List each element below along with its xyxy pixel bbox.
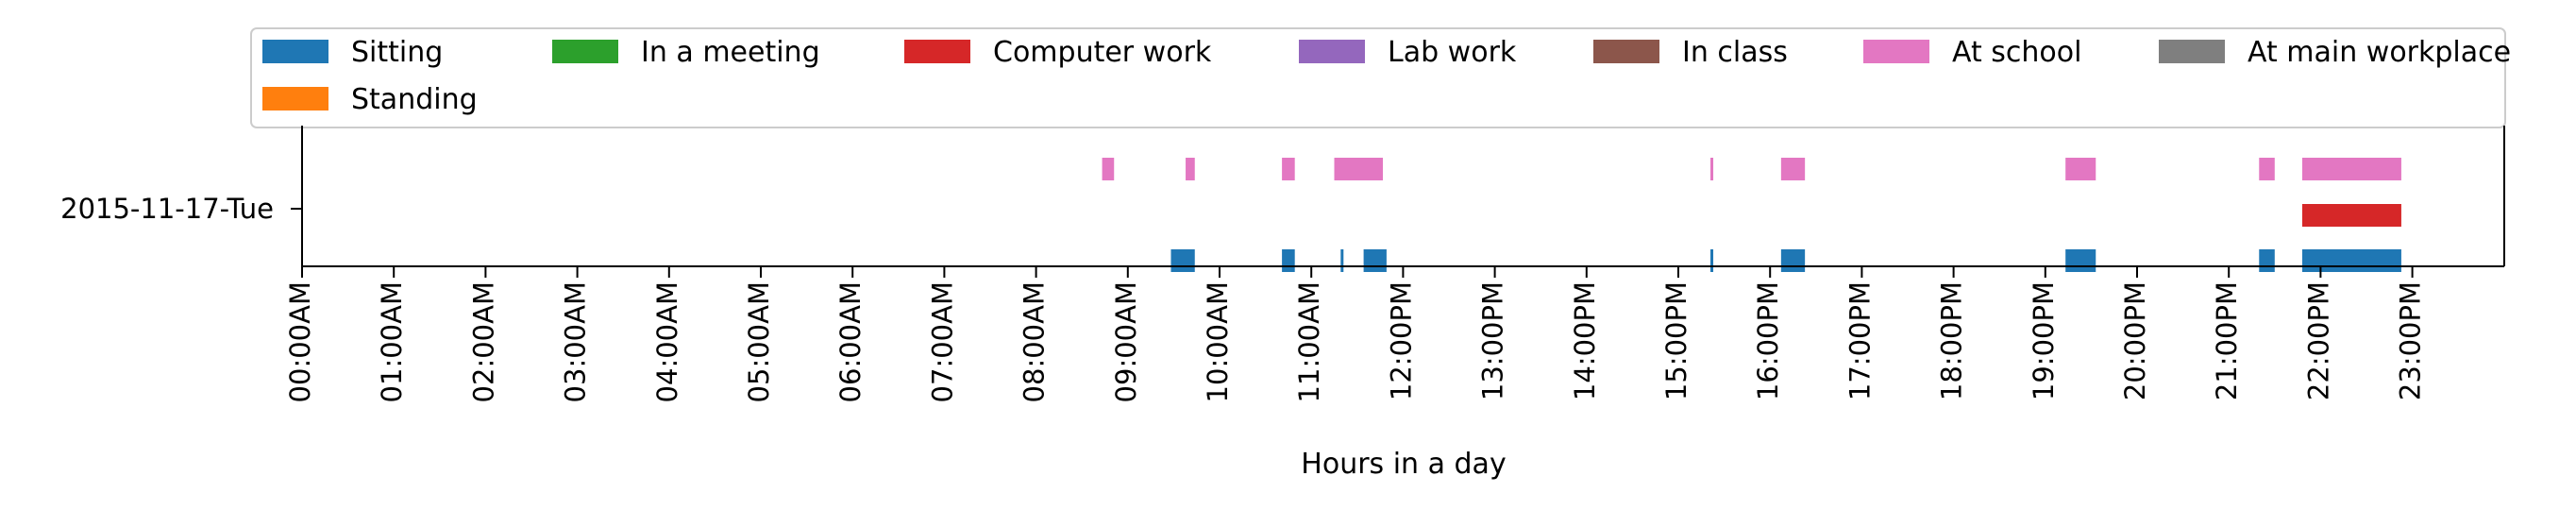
x-tick-label: 05:00AM <box>743 281 775 402</box>
bar-sitting <box>1363 249 1387 272</box>
legend-item-at-school: At school <box>1863 36 2081 69</box>
x-tick-label: 22:00PM <box>2302 281 2334 400</box>
bar-sitting <box>2301 249 2401 272</box>
legend-label: In class <box>1682 36 1788 69</box>
x-tick-label: 16:00PM <box>1752 281 1784 400</box>
bar-at-school <box>1710 158 1714 180</box>
x-axis-label: Hours in a day <box>1301 448 1506 481</box>
bar-sitting <box>1282 249 1295 272</box>
x-tick-label: 02:00AM <box>467 281 499 402</box>
legend-label: Lab work <box>1388 36 1517 69</box>
x-tick-label: 01:00AM <box>376 281 408 402</box>
bar-at-school <box>1102 158 1115 180</box>
bar-sitting <box>1780 249 1806 272</box>
x-tick-label: 09:00AM <box>1110 281 1142 402</box>
x-tick-label: 07:00AM <box>926 281 958 402</box>
legend-swatch <box>262 87 328 110</box>
row-label: 2015-11-17-Tue <box>60 193 274 225</box>
x-tick-label: 20:00PM <box>2119 281 2151 400</box>
legend-label: In a meeting <box>641 36 820 69</box>
x-tick-label: 08:00AM <box>1019 281 1051 402</box>
x-tick-label: 17:00PM <box>1844 281 1876 400</box>
bar-at-school <box>1334 158 1384 180</box>
legend-frame <box>250 27 2506 128</box>
x-tick-label: 21:00PM <box>2211 281 2243 400</box>
legend-item-standing: Standing <box>262 83 478 116</box>
legend-item-sitting: Sitting <box>262 36 443 69</box>
x-tick-label: 13:00PM <box>1477 281 1509 400</box>
legend-item-in-a-meeting: In a meeting <box>552 36 820 69</box>
x-tick-label: 12:00PM <box>1385 281 1417 400</box>
bar-computer-work <box>2301 204 2401 227</box>
legend-label: Computer work <box>993 36 1212 69</box>
axes <box>291 126 2505 267</box>
legend-item-at-main-workplace: At main workplace <box>2159 36 2511 69</box>
bar-at-school <box>1780 158 1806 180</box>
x-tick-label: 10:00AM <box>1202 281 1234 402</box>
legend-swatch <box>1863 40 1929 63</box>
x-ticks: 00:00AM 01:00AM 02:00AM 03:00AM 04:00AM 05:00… <box>284 266 2427 402</box>
bar-sitting <box>2259 249 2275 272</box>
bar-at-school <box>1282 158 1295 180</box>
legend-item-in-class: In class <box>1593 36 1788 69</box>
legend-label: At school <box>1952 36 2081 69</box>
x-tick-label: 23:00PM <box>2395 281 2427 400</box>
x-tick-label: 15:00PM <box>1660 281 1692 400</box>
legend-swatch <box>552 40 618 63</box>
bar-sitting <box>1340 249 1344 272</box>
plot-area: 00:00AM 01:00AM 02:00AM 03:00AM 04:00AM 05:00… <box>284 126 2505 402</box>
legend-swatch <box>1299 40 1365 63</box>
bar-sitting <box>1710 249 1714 272</box>
bar-sitting <box>2065 249 2096 272</box>
legend-item-lab-work: Lab work <box>1299 36 1517 69</box>
legend-item-computer-work: Computer work <box>904 36 1212 69</box>
legend-swatch <box>262 40 328 63</box>
bar-at-school <box>2301 158 2401 180</box>
x-tick-label: 14:00PM <box>1569 281 1601 400</box>
legend-swatch <box>904 40 970 63</box>
legend: Sitting In a meeting Computer work Lab work… <box>250 27 2511 128</box>
legend-swatch <box>1593 40 1659 63</box>
bar-at-school <box>2065 158 2096 180</box>
bar-at-school <box>1186 158 1195 180</box>
x-tick-label: 04:00AM <box>651 281 683 402</box>
bar-at-school <box>2259 158 2275 180</box>
x-tick-label: 19:00PM <box>2028 281 2060 400</box>
x-tick-label: 06:00AM <box>834 281 867 402</box>
legend-label: Standing <box>351 83 478 116</box>
bar-sitting <box>1170 249 1195 272</box>
interval-bars <box>1102 158 2401 272</box>
x-tick-label: 11:00AM <box>1293 281 1325 402</box>
legend-label: At main workplace <box>2248 36 2511 69</box>
legend-label: Sitting <box>351 36 443 69</box>
legend-swatch <box>2159 40 2225 63</box>
x-tick-label: 18:00PM <box>1936 281 1968 400</box>
x-tick-label: 00:00AM <box>284 281 316 402</box>
x-tick-label: 03:00AM <box>560 281 592 402</box>
